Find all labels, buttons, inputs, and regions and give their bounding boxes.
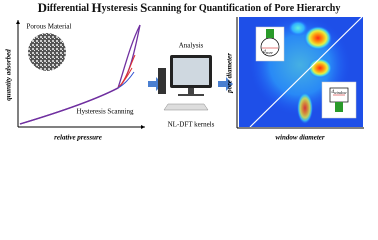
- title-initial: H: [92, 0, 102, 15]
- x-axis-label: window diameter: [275, 134, 324, 142]
- title-text: canning for Quantification of Pore Hiera…: [147, 3, 340, 14]
- y-axis-label: pore diameter: [226, 53, 234, 94]
- inset-label: Porous Material: [27, 23, 72, 31]
- inset-window-label: dwindow: [332, 90, 347, 95]
- title-initial: S: [140, 0, 147, 15]
- isotherm-panel: Porous Material Hysteresis Scanning quan…: [5, 20, 145, 142]
- analysis-label: Analysis: [179, 42, 204, 50]
- graphic: Differential Hysteresis Scanning for Qua…: [5, 0, 364, 142]
- inset-pore-label: dpore: [263, 50, 273, 55]
- x-axis-label: relative pressure: [54, 134, 102, 142]
- title-initial: D: [38, 0, 47, 15]
- d: d: [263, 50, 266, 55]
- curve-label: Hysteresis Scanning: [77, 108, 134, 116]
- page: {"header":{"title_parts":["D","ifferenti…: [4, 0, 364, 142]
- d: d: [332, 90, 335, 95]
- analysis: Analysis NL-DFT kernels: [148, 42, 233, 129]
- title-text: ifferential: [47, 3, 92, 14]
- title: Differential Hysteresis Scanning for Qua…: [38, 0, 341, 15]
- y-axis-label: quantity adsorbed: [5, 49, 13, 101]
- title-text: ysteresis: [102, 3, 140, 14]
- sub: pore: [265, 50, 273, 55]
- sub: window: [334, 90, 347, 95]
- dhs-map: dpore dwindow pore diameter window diame…: [226, 15, 364, 142]
- kernels-label: NL-DFT kernels: [168, 121, 215, 129]
